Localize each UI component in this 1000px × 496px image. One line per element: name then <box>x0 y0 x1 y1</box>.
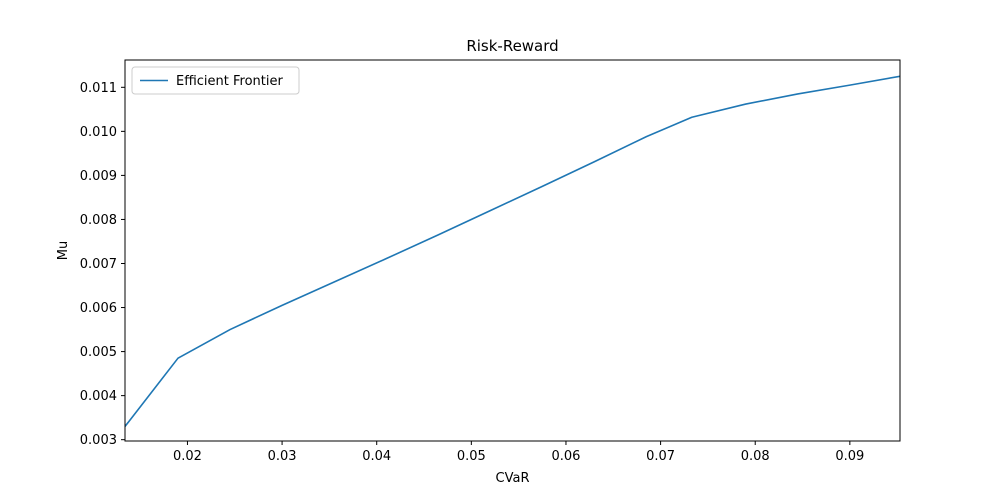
legend-label: Efficient Frontier <box>176 74 283 89</box>
y-axis-ticks: 0.003 0.004 0.005 0.006 0.007 0.008 0.009 0.010… <box>80 81 125 448</box>
x-tick-label: 0.07 <box>646 449 675 464</box>
y-tick-label: 0.008 <box>80 213 117 228</box>
y-tick-label: 0.009 <box>80 169 117 184</box>
legend-box <box>131 66 300 95</box>
y-tick-label: 0.010 <box>80 125 117 140</box>
legend: Efficient Frontier <box>131 66 300 95</box>
x-tick-label: 0.04 <box>362 449 391 464</box>
plot-area <box>124 59 901 442</box>
y-tick-label: 0.007 <box>80 257 117 272</box>
x-axis-ticks: 0.02 0.03 0.04 0.05 0.06 0.07 0.08 0.09 <box>173 441 864 464</box>
y-tick-label: 0.011 <box>80 81 117 96</box>
y-tick-label: 0.003 <box>80 433 117 448</box>
chart-title: Risk-Reward <box>466 37 558 55</box>
x-tick-label: 0.02 <box>173 449 202 464</box>
y-tick-label: 0.006 <box>80 301 117 316</box>
x-tick-label: 0.08 <box>741 449 770 464</box>
x-tick-label: 0.09 <box>835 449 864 464</box>
x-axis-label: CVaR <box>496 471 530 486</box>
x-tick-label: 0.05 <box>457 449 486 464</box>
series-layer <box>125 75 900 427</box>
y-tick-label: 0.004 <box>80 389 117 404</box>
x-tick-label: 0.03 <box>268 449 297 464</box>
series-line-efficient-frontier <box>125 75 900 427</box>
x-tick-label: 0.06 <box>551 449 580 464</box>
y-tick-label: 0.005 <box>80 345 117 360</box>
axes-frame <box>124 59 901 442</box>
y-axis-label: Mu <box>56 241 71 260</box>
